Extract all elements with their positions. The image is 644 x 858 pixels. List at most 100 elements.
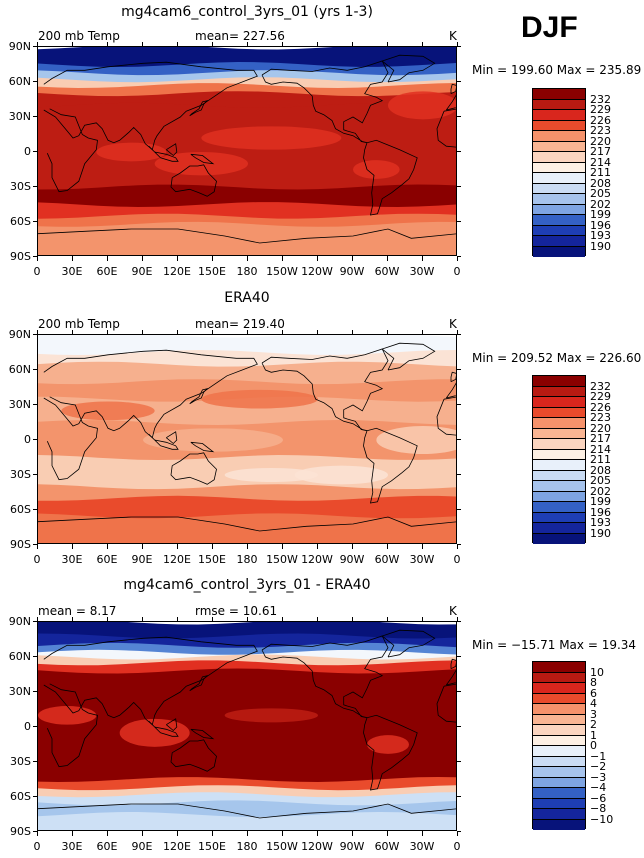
legend-swatch [533, 683, 585, 694]
legend-swatch [533, 449, 585, 460]
legend-label: 214 [590, 442, 611, 456]
lon-tick-label: 60E [96, 840, 118, 853]
lat-tick-label: 30N [8, 398, 31, 411]
lat-tick-right [457, 404, 461, 405]
lon-tick-top [212, 330, 213, 334]
lon-tick-label: 150W [266, 553, 298, 566]
coastline-segment [363, 139, 418, 216]
lon-tick-top [37, 617, 38, 621]
lon-tick-top [72, 617, 73, 621]
legend-label: 208 [590, 176, 611, 190]
lon-tick-top [317, 42, 318, 46]
lat-tick-right [457, 369, 461, 370]
lon-tick [352, 256, 353, 261]
lon-tick-top [177, 617, 178, 621]
contour-band [38, 62, 456, 76]
panel-title: ERA40 [224, 290, 270, 306]
legend-label: 229 [590, 103, 611, 116]
contour-band [38, 622, 456, 639]
legend-swatch [533, 131, 585, 142]
legend-label: 214 [590, 155, 611, 169]
legend-swatch [533, 809, 585, 820]
contour-band [38, 792, 456, 806]
coastlines [38, 342, 456, 532]
lat-tick [33, 439, 37, 440]
panel-title: mg4cam6_control_3yrs_01 (yrs 1-3) [121, 4, 373, 20]
coastline-segment [43, 61, 456, 151]
lon-tick-top [142, 42, 143, 46]
contour-patch [353, 160, 400, 179]
lat-tick [33, 46, 37, 47]
lon-tick-label: 30W [409, 553, 435, 566]
lon-tick [177, 544, 178, 549]
lon-tick-top [282, 617, 283, 621]
legend-swatch [533, 502, 585, 513]
legend-label: 2 [590, 718, 597, 731]
panel-min-max: Min = −15.71 Max = 19.34 [472, 638, 637, 652]
legend-label: 232 [590, 92, 611, 106]
lon-tick [37, 544, 38, 549]
lat-tick [33, 186, 37, 187]
legend-label: 223 [590, 124, 611, 137]
lat-tick [33, 831, 37, 832]
legend-label: 217 [590, 432, 611, 445]
coastline-segment [148, 433, 179, 450]
coastline-segment [46, 396, 456, 481]
coastlines [38, 54, 456, 244]
coastline-segment [381, 629, 436, 658]
coastline-segment [46, 683, 456, 768]
legend-swatch [533, 819, 585, 830]
lat-tick-label: 60N [8, 650, 31, 663]
lon-tick [107, 544, 108, 549]
legend-swatch [533, 746, 585, 757]
lon-tick-top [107, 330, 108, 334]
lon-tick-label: 90W [339, 553, 365, 566]
lon-tick [457, 256, 458, 261]
lon-tick-top [247, 330, 248, 334]
lon-tick [282, 256, 283, 261]
legend-swatch [533, 152, 585, 163]
lon-tick-label: 150W [266, 265, 298, 278]
lon-tick-top [282, 42, 283, 46]
legend-swatch [533, 533, 585, 544]
legend-label: 220 [590, 421, 611, 435]
coastline-segment [38, 803, 456, 819]
legend-label: 193 [590, 229, 611, 242]
contour-patch [201, 389, 318, 409]
lon-tick-label: 0 [33, 265, 41, 278]
lat-tick-label: 90N [8, 615, 31, 628]
map-plot [37, 621, 457, 831]
lon-tick-top [107, 617, 108, 621]
coastline-segment [190, 153, 215, 165]
lon-tick-label: 0 [453, 840, 461, 853]
lon-tick [247, 831, 248, 836]
lat-tick [33, 81, 37, 82]
coastline-segment [190, 728, 215, 740]
legend-swatch [533, 418, 585, 429]
legend-label: 205 [590, 187, 611, 200]
coastline-segment [189, 99, 209, 117]
legend-label: −6 [590, 791, 607, 805]
legend-swatch [533, 788, 585, 799]
lat-tick-label: 90N [8, 328, 31, 341]
legend-swatch [533, 460, 585, 471]
coastline-segment [170, 164, 217, 197]
lon-tick-top [352, 330, 353, 334]
coastline-segment [166, 431, 178, 445]
legend-swatch [533, 215, 585, 226]
legend-swatch [533, 798, 585, 809]
lon-tick-label: 30W [409, 265, 435, 278]
lon-tick [457, 544, 458, 549]
lon-tick [72, 256, 73, 261]
lat-tick [33, 796, 37, 797]
lat-tick-right [457, 151, 461, 152]
contour-patch [388, 91, 456, 120]
lon-tick [212, 544, 213, 549]
lat-tick [33, 369, 37, 370]
lat-tick [33, 334, 37, 335]
lon-tick [107, 831, 108, 836]
legend-label: 223 [590, 411, 611, 424]
contour-band [38, 221, 456, 255]
lon-tick-label: 0 [453, 553, 461, 566]
legend-swatch [533, 693, 585, 704]
